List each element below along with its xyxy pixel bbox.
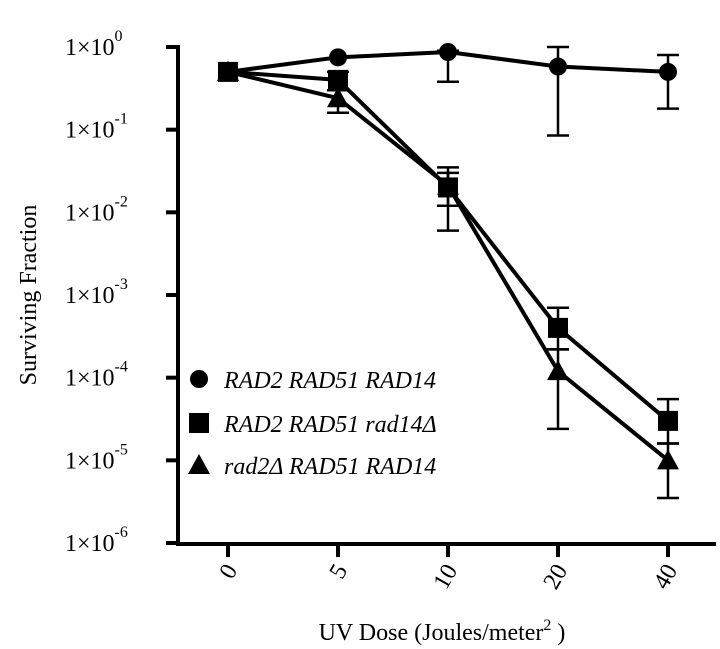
- data-point-square: [438, 177, 458, 198]
- y-tick-exp: -3: [115, 276, 128, 293]
- legend-marker-triangle: [188, 454, 210, 474]
- legend-marker-circle: [190, 370, 208, 388]
- y-tick-exp: -5: [115, 441, 128, 458]
- x-axis-label: UV Dose (Joules/meter2 ): [319, 617, 566, 646]
- x-axis-label-end: ): [551, 620, 565, 646]
- data-point-circle: [549, 57, 567, 76]
- x-axis-label-sup: 2: [543, 617, 551, 634]
- axes: 1×1001×10-11×10-21×10-31×10-41×10-51×10-…: [65, 28, 716, 594]
- data-point-triangle: [547, 360, 569, 381]
- y-tick-base: 1×10: [65, 118, 115, 144]
- series-circle: [219, 42, 679, 137]
- y-tick-label: 1×10-4: [65, 359, 128, 392]
- y-axis-label: Surviving Fraction: [16, 205, 42, 386]
- y-tick-label: 1×10-3: [65, 276, 128, 309]
- x-tick-label: 5: [325, 560, 354, 583]
- y-tick-exp: -6: [115, 524, 128, 541]
- x-tick-label: 20: [539, 560, 574, 594]
- y-tick-base: 1×10: [65, 531, 115, 557]
- y-tick-exp: 0: [115, 28, 123, 45]
- x-axis-label-text: UV Dose (Joules/meter: [319, 620, 544, 646]
- legend-label: rad2Δ RAD51 RAD14: [224, 454, 436, 480]
- y-tick-label: 1×100: [65, 28, 123, 61]
- data-point-square: [658, 410, 678, 431]
- legend-label: RAD2 RAD51 rad14Δ: [223, 412, 437, 438]
- y-tick-label: 1×10-5: [65, 441, 128, 474]
- data-point-circle: [439, 42, 457, 61]
- y-tick-base: 1×10: [65, 200, 115, 226]
- legend: RAD2 RAD51 RAD14 RAD2 RAD51 rad14Δ rad2Δ R…: [188, 368, 437, 480]
- y-tick-label: 1×10-2: [65, 193, 128, 226]
- series-layer: [217, 42, 679, 500]
- series-line: [227, 69, 670, 462]
- y-tick-label: 1×10-6: [65, 524, 128, 557]
- data-point-square: [548, 317, 568, 338]
- y-tick-base: 1×10: [65, 448, 115, 474]
- x-tick-label: 40: [649, 560, 684, 594]
- legend-label: RAD2 RAD51 RAD14: [223, 368, 436, 394]
- data-point-circle: [659, 62, 677, 81]
- y-tick-base: 1×10: [65, 366, 115, 392]
- x-tick-label: 0: [215, 560, 244, 583]
- y-tick-exp: -1: [115, 111, 128, 128]
- y-ticks: 1×1001×10-11×10-21×10-31×10-41×10-51×10-…: [65, 28, 178, 557]
- data-point-triangle: [327, 87, 349, 108]
- y-tick-exp: -4: [115, 359, 128, 376]
- y-tick-base: 1×10: [65, 283, 115, 309]
- y-tick-label: 1×10-1: [65, 111, 128, 144]
- y-tick-exp: -2: [115, 193, 128, 210]
- x-tick-label: 10: [429, 560, 464, 594]
- x-ticks: 0 5 10 20 40: [215, 544, 684, 594]
- data-point-circle: [329, 48, 347, 67]
- data-point-circle: [219, 62, 237, 81]
- data-point-square: [328, 69, 348, 90]
- data-point-triangle: [657, 449, 679, 470]
- legend-marker-square: [189, 413, 209, 433]
- y-tick-base: 1×10: [65, 35, 115, 61]
